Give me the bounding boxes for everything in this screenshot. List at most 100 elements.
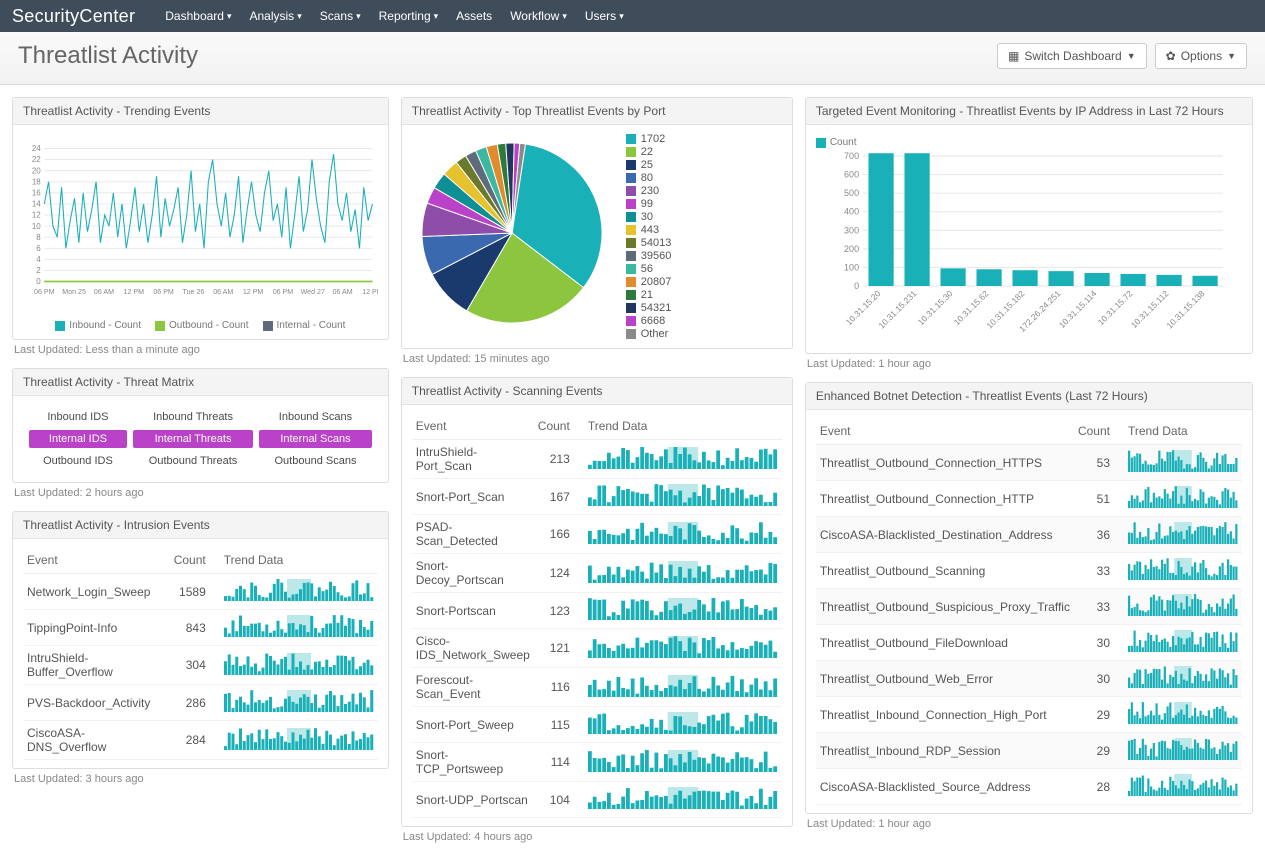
- event-name: Cisco-IDS_Network_Sweep: [412, 629, 534, 668]
- pie-legend-item[interactable]: 56: [626, 263, 672, 275]
- chevron-down-icon: ▾: [434, 11, 439, 22]
- grid-icon: ▦: [1008, 49, 1019, 63]
- legend-swatch: [626, 199, 636, 209]
- event-trend: [1124, 769, 1242, 805]
- sparkline: [588, 522, 778, 544]
- legend-swatch: [626, 225, 636, 235]
- event-name: Network_Login_Sweep: [23, 574, 165, 610]
- legend-label: Inbound - Count: [69, 320, 141, 331]
- nav-item-dashboard[interactable]: Dashboard▾: [165, 9, 231, 23]
- event-name: CiscoASA-DNS_Overflow: [23, 721, 165, 760]
- event-count: 123: [534, 593, 584, 629]
- matrix-cell[interactable]: Inbound Scans: [259, 408, 372, 426]
- sparkline: [1128, 522, 1238, 544]
- column-header: Event: [23, 547, 165, 574]
- pie-legend-item[interactable]: 230: [626, 185, 672, 197]
- table-row[interactable]: Threatlist_Inbound_RDP_Session29: [816, 733, 1242, 769]
- sparkline: [1128, 666, 1238, 688]
- svg-text:06 AM: 06 AM: [213, 288, 233, 296]
- table-row[interactable]: Threatlist_Inbound_Connection_High_Port2…: [816, 697, 1242, 733]
- nav-item-assets[interactable]: Assets: [456, 9, 492, 23]
- table-row[interactable]: CiscoASA-Blacklisted_Destination_Address…: [816, 517, 1242, 553]
- table-row[interactable]: Cisco-IDS_Network_Sweep121: [412, 629, 782, 668]
- table-row[interactable]: IntruShield-Buffer_Overflow304: [23, 646, 378, 685]
- nav-item-scans[interactable]: Scans▾: [320, 9, 361, 23]
- table-row[interactable]: Snort-TCP_Portsweep114: [412, 743, 782, 782]
- pie-legend-item[interactable]: 30: [626, 211, 672, 223]
- event-count: 213: [534, 440, 584, 479]
- nav-item-reporting[interactable]: Reporting▾: [379, 9, 439, 23]
- matrix-cell[interactable]: Internal Scans: [259, 430, 372, 448]
- table-row[interactable]: Snort-UDP_Portscan104: [412, 782, 782, 818]
- matrix-cell[interactable]: Inbound Threats: [133, 408, 253, 426]
- matrix-cell[interactable]: Outbound IDS: [29, 452, 127, 470]
- svg-text:22: 22: [32, 155, 41, 164]
- nav-item-workflow[interactable]: Workflow▾: [510, 9, 567, 23]
- table-row[interactable]: Forescout-Scan_Event116: [412, 668, 782, 707]
- table-row[interactable]: PSAD-Scan_Detected166: [412, 515, 782, 554]
- pie-legend-item[interactable]: 25: [626, 159, 672, 171]
- pie-legend-item[interactable]: 54013: [626, 237, 672, 249]
- svg-text:0: 0: [36, 277, 41, 286]
- matrix-cell[interactable]: Inbound IDS: [29, 408, 127, 426]
- event-name: Threatlist_Outbound_Scanning: [816, 553, 1074, 589]
- pie-legend-item[interactable]: 22: [626, 146, 672, 158]
- column-1: Threatlist Activity - Trending Events 02…: [12, 97, 389, 843]
- table-row[interactable]: Snort-Port_Scan167: [412, 479, 782, 515]
- table-row[interactable]: TippingPoint-Info843: [23, 610, 378, 646]
- table-row[interactable]: Threatlist_Outbound_FileDownload30: [816, 625, 1242, 661]
- legend-swatch: [263, 321, 273, 331]
- matrix-cell[interactable]: Outbound Threats: [133, 452, 253, 470]
- table-row[interactable]: CiscoASA-DNS_Overflow284: [23, 721, 378, 760]
- table-row[interactable]: Snort-Decoy_Portscan124: [412, 554, 782, 593]
- pie-legend-item[interactable]: 80: [626, 172, 672, 184]
- pie-legend-item[interactable]: Other: [626, 328, 672, 340]
- matrix-cell[interactable]: Outbound Scans: [259, 452, 372, 470]
- svg-text:16: 16: [32, 189, 41, 198]
- switch-dashboard-button[interactable]: ▦ Switch Dashboard ▼: [997, 43, 1147, 69]
- pie-legend-item[interactable]: 21: [626, 289, 672, 301]
- pie-legend-item[interactable]: 99: [626, 198, 672, 210]
- table-row[interactable]: Threatlist_Outbound_Web_Error30: [816, 661, 1242, 697]
- event-name: PSAD-Scan_Detected: [412, 515, 534, 554]
- table-row[interactable]: PVS-Backdoor_Activity286: [23, 685, 378, 721]
- event-trend: [584, 707, 782, 743]
- event-name: Forescout-Scan_Event: [412, 668, 534, 707]
- pie-legend-item[interactable]: 6668: [626, 315, 672, 327]
- svg-text:8: 8: [36, 233, 41, 242]
- table-row[interactable]: CiscoASA-Blacklisted_Source_Address28: [816, 769, 1242, 805]
- event-count: 29: [1074, 733, 1124, 769]
- event-count: 114: [534, 743, 584, 782]
- pie-legend-item[interactable]: 54321: [626, 302, 672, 314]
- table-row[interactable]: Snort-Portscan123: [412, 593, 782, 629]
- botnet-table: EventCountTrend DataThreatlist_Outbound_…: [816, 418, 1242, 805]
- options-button[interactable]: ✿ Options ▼: [1155, 43, 1247, 69]
- sparkline: [224, 579, 374, 601]
- legend-label: 6668: [641, 315, 665, 327]
- pie-legend-item[interactable]: 20807: [626, 276, 672, 288]
- table-row[interactable]: Threatlist_Outbound_Connection_HTTP51: [816, 481, 1242, 517]
- sparkline: [1128, 774, 1238, 796]
- event-trend: [1124, 589, 1242, 625]
- scanning-table: EventCountTrend DataIntruShield-Port_Sca…: [412, 413, 782, 818]
- table-row[interactable]: IntruShield-Port_Scan213: [412, 440, 782, 479]
- legend-label: Outbound - Count: [169, 320, 249, 331]
- pie-legend-item[interactable]: 39560: [626, 250, 672, 262]
- panel-botnet: Enhanced Botnet Detection - Threatlist E…: [805, 382, 1253, 830]
- nav-item-users[interactable]: Users▾: [585, 9, 624, 23]
- table-row[interactable]: Threatlist_Outbound_Connection_HTTPS53: [816, 445, 1242, 481]
- nav-item-analysis[interactable]: Analysis▾: [250, 9, 302, 23]
- pie-legend-item[interactable]: 443: [626, 224, 672, 236]
- matrix-cell[interactable]: Internal Threats: [133, 430, 253, 448]
- legend-label: 230: [641, 185, 659, 197]
- page-title: Threatlist Activity: [18, 42, 198, 70]
- table-row[interactable]: Threatlist_Outbound_Scanning33: [816, 553, 1242, 589]
- table-row[interactable]: Snort-Port_Sweep115: [412, 707, 782, 743]
- legend-label: 80: [641, 172, 653, 184]
- matrix-cell[interactable]: Internal IDS: [29, 430, 127, 448]
- table-row[interactable]: Network_Login_Sweep1589: [23, 574, 378, 610]
- pie-legend-item[interactable]: 1702: [626, 133, 672, 145]
- table-row[interactable]: Threatlist_Outbound_Suspicious_Proxy_Tra…: [816, 589, 1242, 625]
- legend-label: 99: [641, 198, 653, 210]
- event-count: 29: [1074, 697, 1124, 733]
